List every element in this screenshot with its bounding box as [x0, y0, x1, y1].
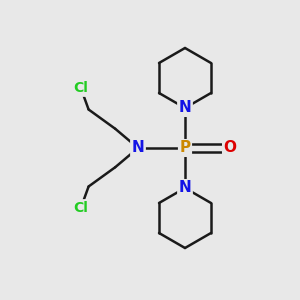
Text: O: O [224, 140, 236, 155]
Text: Cl: Cl [74, 200, 88, 214]
Text: N: N [178, 181, 191, 196]
Text: Cl: Cl [74, 82, 88, 95]
Text: N: N [132, 140, 144, 155]
Text: P: P [179, 140, 191, 155]
Text: N: N [178, 100, 191, 116]
